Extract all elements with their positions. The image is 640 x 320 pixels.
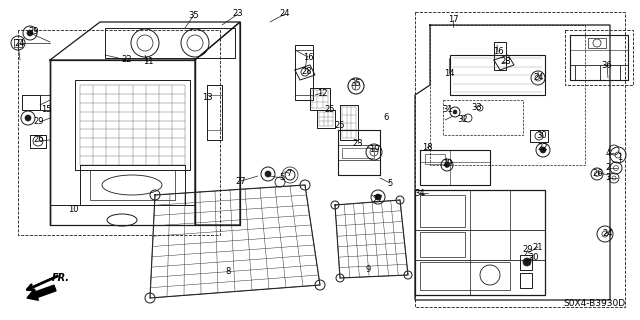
Bar xyxy=(310,88,330,110)
Bar xyxy=(420,232,465,257)
Text: 20: 20 xyxy=(529,253,540,262)
Text: 36: 36 xyxy=(602,60,612,69)
Text: 35: 35 xyxy=(189,11,199,20)
Text: 29: 29 xyxy=(443,158,453,167)
FancyArrow shape xyxy=(27,285,56,300)
Text: 27: 27 xyxy=(236,177,246,186)
Circle shape xyxy=(265,171,271,177)
Text: 24: 24 xyxy=(15,38,25,47)
Circle shape xyxy=(375,194,381,200)
Text: 25: 25 xyxy=(324,106,335,115)
Text: 16: 16 xyxy=(303,52,314,61)
Text: 15: 15 xyxy=(41,106,51,115)
Text: S0X4-B3930D: S0X4-B3930D xyxy=(563,299,625,308)
Bar xyxy=(565,30,633,85)
Bar xyxy=(520,273,532,288)
Text: 35: 35 xyxy=(351,78,362,87)
Text: 24: 24 xyxy=(603,229,613,238)
Text: 30: 30 xyxy=(537,132,547,140)
Bar xyxy=(75,80,190,170)
Text: 1: 1 xyxy=(618,154,623,163)
Text: 14: 14 xyxy=(444,68,454,77)
Text: 29: 29 xyxy=(34,117,44,126)
Text: FR.: FR. xyxy=(52,273,70,283)
Text: 17: 17 xyxy=(448,15,458,25)
Text: 24: 24 xyxy=(534,74,544,83)
Circle shape xyxy=(453,110,457,114)
Circle shape xyxy=(445,163,449,167)
Text: 25: 25 xyxy=(335,121,345,130)
Text: 10: 10 xyxy=(68,205,78,214)
Text: 13: 13 xyxy=(202,93,212,102)
Bar xyxy=(520,255,532,270)
Text: 28: 28 xyxy=(301,68,312,76)
Circle shape xyxy=(25,115,31,121)
Bar xyxy=(420,195,465,227)
Text: 12: 12 xyxy=(317,89,327,98)
Bar xyxy=(425,154,445,164)
Text: 23: 23 xyxy=(353,139,364,148)
Text: 24: 24 xyxy=(280,10,291,19)
Text: 21: 21 xyxy=(532,243,543,252)
Text: 18: 18 xyxy=(422,143,432,153)
Bar xyxy=(295,45,313,100)
Text: 11: 11 xyxy=(143,58,153,67)
Text: 2: 2 xyxy=(605,164,611,172)
Text: 27: 27 xyxy=(372,196,383,204)
Text: 34: 34 xyxy=(415,188,426,197)
Bar xyxy=(450,55,545,95)
Text: 9: 9 xyxy=(365,266,371,275)
Text: 26: 26 xyxy=(593,169,604,178)
Bar xyxy=(342,148,374,158)
Bar xyxy=(430,25,585,165)
Text: 8: 8 xyxy=(225,268,230,276)
Text: 3: 3 xyxy=(605,173,611,182)
Text: 4: 4 xyxy=(605,148,611,157)
Text: 29: 29 xyxy=(523,245,533,254)
Text: 28: 28 xyxy=(500,58,511,67)
Bar xyxy=(588,38,606,48)
Bar xyxy=(415,12,625,307)
Text: 7: 7 xyxy=(286,169,292,178)
Circle shape xyxy=(27,30,33,36)
Text: 23: 23 xyxy=(233,10,243,19)
Bar xyxy=(494,42,506,70)
Text: 33: 33 xyxy=(472,103,483,113)
Text: 5: 5 xyxy=(387,179,392,188)
Text: 5: 5 xyxy=(280,173,285,182)
Bar xyxy=(420,262,510,290)
Text: 19: 19 xyxy=(369,146,380,155)
Circle shape xyxy=(540,147,546,153)
Bar xyxy=(443,100,523,135)
Text: 16: 16 xyxy=(493,47,503,57)
Text: 31: 31 xyxy=(443,106,453,115)
Text: 32: 32 xyxy=(458,116,468,124)
Circle shape xyxy=(523,258,531,266)
Text: 29: 29 xyxy=(29,27,39,36)
Text: 22: 22 xyxy=(538,143,548,153)
Text: 6: 6 xyxy=(383,114,388,123)
Text: 22: 22 xyxy=(122,55,132,65)
Text: 26: 26 xyxy=(34,135,44,145)
